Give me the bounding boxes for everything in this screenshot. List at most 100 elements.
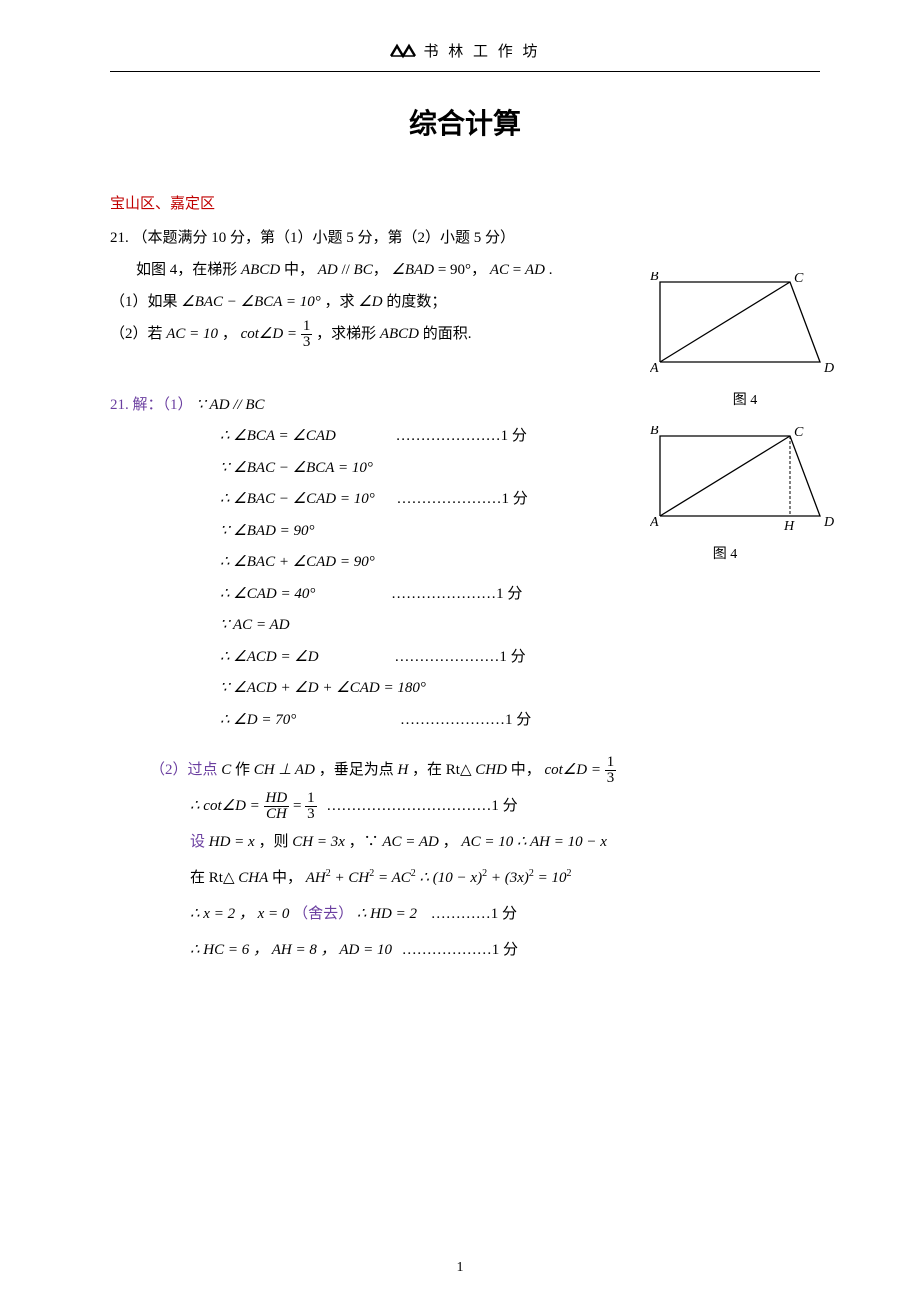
s3: ∴ ∠BAC − ∠CAD = 10° — [220, 491, 375, 507]
sol2-head: （2）过点 C 作 CH ⊥ AD ，垂足为点 H ，在 Rt△ CHD 中， … — [110, 752, 820, 788]
l2g: ， — [443, 834, 458, 850]
q2f: ABCD — [380, 326, 419, 342]
fig2-D: D — [823, 515, 834, 530]
s2h8: CHD — [475, 762, 507, 778]
page-title: 综合计算 — [110, 102, 820, 142]
mark10: …………………1 分 — [400, 712, 531, 728]
l5mark: ………………1 分 — [402, 942, 518, 958]
s2h5: H — [397, 762, 408, 778]
l3a: 在 Rt — [190, 870, 223, 886]
s2h10: cot∠D = — [544, 762, 600, 778]
l1a: ∴ cot∠D = — [190, 798, 260, 814]
l3i2: 2 — [566, 868, 571, 879]
q2-frac: 1 3 — [301, 319, 313, 350]
s2hnum: 1 — [605, 755, 617, 771]
page-number: 1 — [0, 1260, 920, 1276]
r3b: = — [509, 262, 525, 278]
l1-frac2: 1 3 — [305, 791, 317, 822]
mark6: …………………1 分 — [391, 586, 522, 602]
s2h9: 中， — [511, 762, 541, 778]
s1: ∴ ∠BCA = ∠CAD — [220, 428, 336, 444]
l2h: AC = 10 — [461, 834, 513, 850]
s2: ∵ ∠BAC − ∠BCA = 10° — [220, 460, 373, 476]
mark1: …………………1 分 — [396, 428, 527, 444]
header: 书 林 工 作 坊 — [110, 40, 820, 69]
l1mark: ……………………………1 分 — [326, 798, 517, 814]
intro-b: ABCD — [241, 262, 280, 278]
q1e: 的度数； — [386, 294, 446, 310]
sol2-l2: 设 HD = x ，则 CH = 3x ，∵ AC = AD ， AC = 10… — [110, 824, 820, 860]
l2d: CH = 3x — [292, 834, 345, 850]
l4c: （舍去） — [293, 906, 353, 922]
s7: ∵ AC = AD — [220, 617, 290, 633]
solution-2: （2）过点 C 作 CH ⊥ AD ，垂足为点 H ，在 Rt△ CHD 中， … — [110, 752, 820, 968]
sol-head-a: 21. 解：（1） — [110, 397, 193, 413]
s9: ∵ ∠ACD + ∠D + ∠CAD = 180° — [220, 680, 426, 696]
intro-c: 中， — [284, 262, 314, 278]
l4d: ∴ HD = 2 — [357, 906, 417, 922]
r2c: ， — [471, 262, 486, 278]
r3a: AC — [490, 262, 509, 278]
l2j: AH = 10 − x — [530, 834, 607, 850]
s10: ∴ ∠D = 70° — [220, 712, 296, 728]
fig1-B: B — [650, 272, 659, 284]
s7-line: ∵ AC = AD — [110, 610, 820, 642]
l4b: x = 0 — [258, 906, 290, 922]
l3f: = AC — [378, 870, 411, 886]
l1num2: 1 — [305, 791, 317, 807]
l3f2: 2 — [411, 868, 416, 879]
sol2-l4: ∴ x = 2 ， x = 0 （舍去） ∴ HD = 2 …………1 分 — [110, 896, 820, 932]
trapezoid-1: A B C D — [650, 272, 840, 382]
sol2-l3: 在 Rt△ CHA 中， AH2 + CH2 = AC2 ∴ (10 − x)2… — [110, 860, 820, 896]
q2e: ，求梯形 — [316, 326, 376, 342]
s5-line: ∴ ∠BAC + ∠CAD = 90° — [110, 547, 820, 579]
s3-line: ∴ ∠BAC − ∠CAD = 10° …………………1 分 — [110, 484, 820, 516]
r1c: BC — [354, 262, 373, 278]
q1b: ∠BAC − ∠BCA = 10° — [181, 294, 321, 310]
sol2-l5: ∴ HC = 6 ， AH = 8 ， AD = 10 ………………1 分 — [110, 932, 820, 968]
q2d: cot∠D = — [241, 326, 297, 342]
s2h-frac: 1 3 — [605, 755, 617, 786]
s2h0: （2）过点 — [150, 762, 218, 778]
q1d: ∠D — [358, 294, 382, 310]
s8: ∴ ∠ACD = ∠D — [220, 649, 319, 665]
fig1-D: D — [823, 361, 834, 376]
q2a: （2）若 — [110, 326, 163, 342]
solution-1: A B C D H 图 4 21. 解：（1） ∵ AD // BC ∴ ∠BC… — [110, 390, 820, 737]
l5a: ∴ HC = 6 ， — [190, 942, 268, 958]
r1d: ， — [373, 262, 388, 278]
figure-1: A B C D 图 4 — [650, 272, 840, 409]
l4mark: …………1 分 — [431, 906, 517, 922]
problem-header: 21. （本题满分 10 分，第（1）小题 5 分，第（2）小题 5 分） — [110, 223, 820, 253]
r2a: ∠BAD — [391, 262, 434, 278]
l2b: HD = x — [209, 834, 255, 850]
l1-frac1: HD CH — [264, 791, 290, 822]
s2h6: ，在 Rt — [412, 762, 460, 778]
l5b: AH = 8 ， — [272, 942, 336, 958]
q2c: ， — [222, 326, 237, 342]
l3g: ∴ (10 − x) — [420, 870, 483, 886]
l3c: 中， — [272, 870, 302, 886]
s8-line: ∴ ∠ACD = ∠D …………………1 分 — [110, 642, 820, 674]
l3h2: 2 — [529, 868, 534, 879]
l3d: AH — [306, 870, 326, 886]
l2e: ，∵ — [349, 834, 379, 850]
logo-icon — [389, 42, 417, 60]
mark8: …………………1 分 — [394, 649, 525, 665]
q1c: ，求 — [325, 294, 355, 310]
l1b: = — [293, 798, 301, 814]
s2h3: CH ⊥ AD — [254, 762, 315, 778]
l1den2: 3 — [305, 807, 317, 822]
l3e2: 2 — [369, 868, 374, 879]
r3c: AD — [525, 262, 545, 278]
q2g: 的面积. — [423, 326, 472, 342]
fig1-A: A — [650, 361, 659, 376]
l2i: ∴ — [517, 834, 530, 850]
sol2-l1: ∴ cot∠D = HD CH = 1 3 ……………………………1 分 — [110, 788, 820, 824]
l3i: = 10 — [538, 870, 567, 886]
l3h: + (3x) — [491, 870, 529, 886]
l3g2: 2 — [482, 868, 487, 879]
mark3: …………………1 分 — [397, 491, 528, 507]
r2b: = 90° — [434, 262, 471, 278]
header-divider — [110, 71, 820, 72]
